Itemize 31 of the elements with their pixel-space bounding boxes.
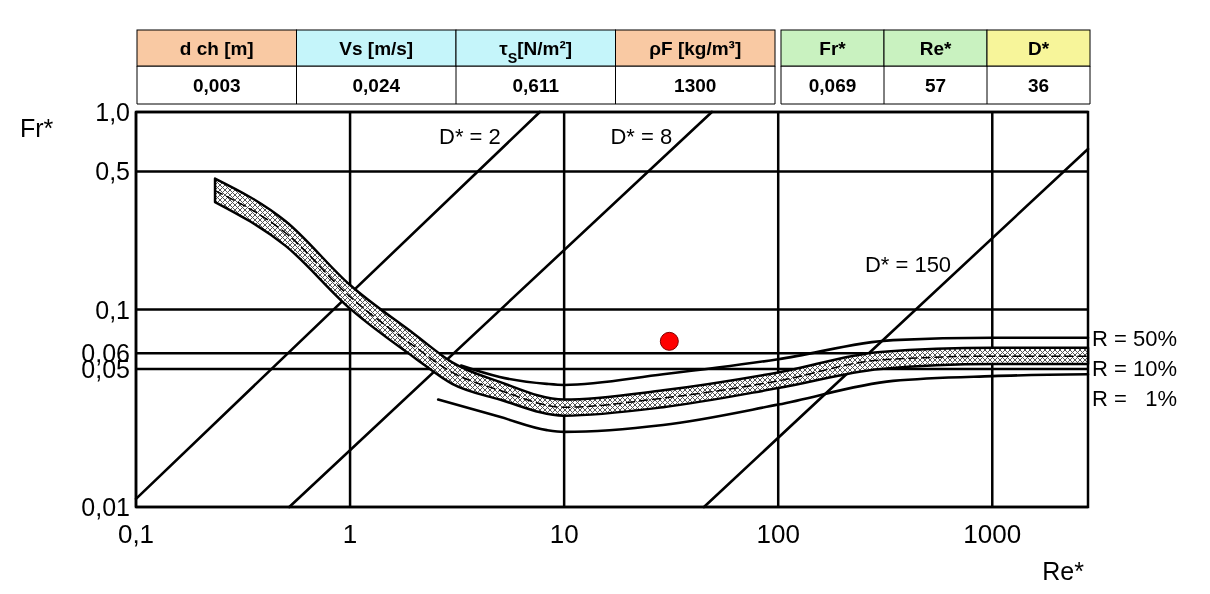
series-label: R = 10% — [1092, 355, 1177, 381]
category-label: ρF [kg/m³] — [649, 38, 742, 59]
x-tick-label: 1 — [342, 519, 358, 549]
y-tick-label: 0,01 — [81, 493, 130, 521]
text: 0,024 — [352, 75, 401, 96]
category-label: d ch [m] — [179, 38, 254, 59]
series-label: R = 1% — [1092, 385, 1177, 411]
x-tick-label: 1000 — [963, 519, 1022, 549]
text: 36 — [1027, 75, 1050, 96]
x-axis-title: Re* — [1042, 557, 1085, 585]
y-tick-label: 1,0 — [95, 98, 130, 126]
series-label: D* = 2 — [439, 124, 501, 149]
series-label: D* = 150 — [864, 251, 952, 277]
category-label: Vs [m/s] — [339, 38, 414, 59]
x-tick-label: 10 — [549, 519, 579, 549]
category-label: D* — [1027, 38, 1050, 59]
x-tick-label: 0,1 — [117, 519, 155, 549]
x-tick-label: 100 — [756, 519, 800, 549]
y-tick-label: 0,1 — [95, 295, 130, 324]
series-label: R = 50% — [1092, 325, 1177, 351]
text: 0,611 — [512, 75, 559, 96]
y-axis-title: Fr* — [20, 114, 54, 142]
text: 0,003 — [192, 75, 241, 96]
category-label: Re* — [919, 38, 952, 59]
y-tick-label: 0,5 — [95, 157, 130, 186]
series-label: D* = 8 — [610, 124, 673, 149]
category-label: Fr* — [819, 38, 847, 59]
text: 1300 — [674, 75, 717, 96]
text: 0,069 — [808, 75, 857, 96]
text: 57 — [924, 75, 947, 96]
category-label: τ$_{S}$[N/m²] — [499, 38, 573, 66]
